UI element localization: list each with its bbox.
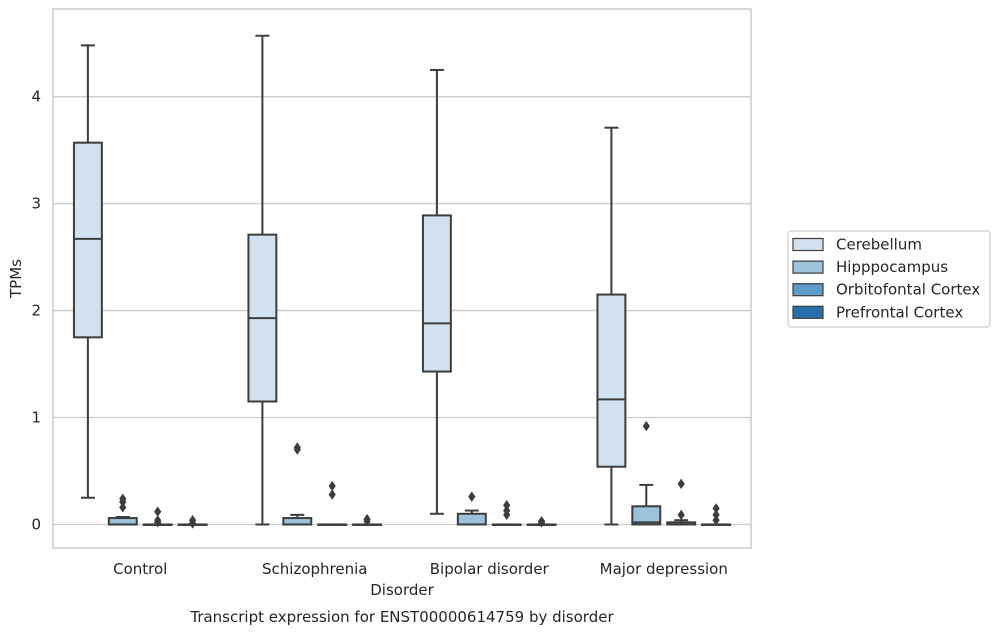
legend: Cerebellum Hipppocampus Orbitofontal Corte… xyxy=(787,230,991,328)
box-cerebellum xyxy=(72,44,103,499)
box-prefrontal-cortex xyxy=(526,516,557,528)
box-hipppocampus xyxy=(282,442,313,526)
plot-area xyxy=(52,8,752,549)
legend-swatch xyxy=(792,283,824,297)
outlier-point xyxy=(503,500,511,511)
y-tick-label: 1 xyxy=(31,409,41,427)
box-iqr xyxy=(631,505,662,526)
outlier-point xyxy=(642,420,650,432)
box-orbitofontal-cortex xyxy=(142,506,173,528)
outlier-point xyxy=(677,478,685,490)
legend-label: Hipppocampus xyxy=(836,258,948,276)
box-cerebellum xyxy=(596,126,627,526)
y-tick-label: 4 xyxy=(31,88,41,106)
outlier-point xyxy=(293,442,301,453)
box-hipppocampus xyxy=(456,491,487,526)
outlier-point xyxy=(503,505,511,516)
y-tick-label: 2 xyxy=(31,302,41,320)
outlier-point xyxy=(468,491,476,502)
outlier-point xyxy=(712,514,720,526)
x-tick-label: Major depression xyxy=(600,560,728,578)
box-orbitofontal-cortex xyxy=(317,480,348,526)
box-prefrontal-cortex xyxy=(177,514,208,529)
outlier-point xyxy=(189,514,197,526)
chart-title: Transcript expression for ENST0000061475… xyxy=(189,608,614,626)
y-tick-label: 0 xyxy=(31,515,41,533)
outlier-point xyxy=(328,480,336,492)
x-tick-label: Bipolar disorder xyxy=(430,560,550,578)
box-orbitofontal-cortex xyxy=(666,478,697,526)
box-hipppocampus xyxy=(631,420,662,526)
box-cerebellum xyxy=(247,34,278,526)
grid-lines xyxy=(53,96,751,526)
box-layer xyxy=(72,34,732,529)
outlier-point xyxy=(328,489,336,500)
outlier-point xyxy=(712,509,720,521)
y-axis-ticks: 0 1 2 3 4 xyxy=(31,88,41,534)
legend-swatch xyxy=(792,305,824,319)
legend-label: Prefrontal Cortex xyxy=(836,303,963,321)
x-axis-label: Disorder xyxy=(370,581,434,599)
outlier-point xyxy=(154,514,162,526)
box-orbitofontal-cortex xyxy=(491,500,522,526)
box-cerebellum xyxy=(421,68,452,515)
x-tick-label: Control xyxy=(113,560,167,578)
box-iqr xyxy=(421,214,452,373)
legend-label: Orbitofontal Cortex xyxy=(836,281,980,299)
box-iqr xyxy=(72,141,103,339)
legend-label: Cerebellum xyxy=(836,236,922,254)
outlier-point xyxy=(154,506,162,517)
y-tick-label: 3 xyxy=(31,195,41,213)
box-iqr xyxy=(456,512,487,526)
outlier-point xyxy=(712,503,720,514)
box-prefrontal-cortex xyxy=(701,503,732,526)
legend-frame xyxy=(787,230,991,328)
legend-swatch xyxy=(792,237,824,252)
legend-swatch xyxy=(792,260,824,274)
y-axis-label: TPMs xyxy=(7,259,25,299)
x-tick-label: Schizophrenia xyxy=(262,560,367,578)
box-hipppocampus xyxy=(107,493,138,526)
outlier-point xyxy=(538,516,546,527)
x-axis-ticks: Control Schizophrenia Bipolar disorder Majo… xyxy=(113,560,728,578)
outlier-point xyxy=(119,493,127,505)
box-prefrontal-cortex xyxy=(352,513,383,527)
outlier-point xyxy=(119,502,127,513)
outlier-point xyxy=(677,509,685,521)
outlier-point xyxy=(363,513,371,525)
box-iqr xyxy=(596,293,627,468)
